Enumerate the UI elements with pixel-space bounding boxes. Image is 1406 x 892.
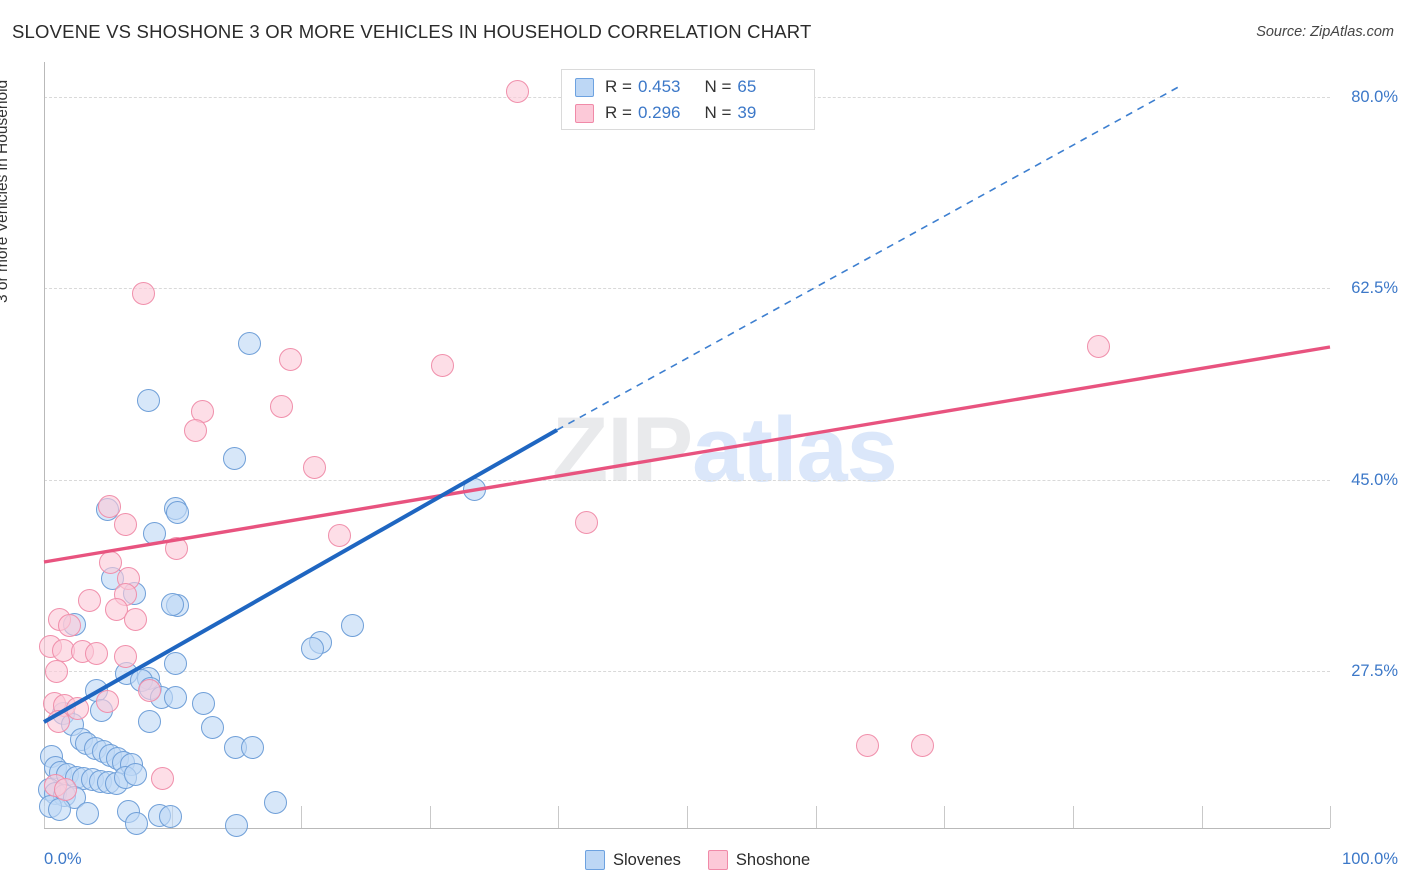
x-axis-min-label: 0.0% bbox=[44, 850, 82, 868]
data-point-shoshone bbox=[113, 644, 137, 668]
data-point-shoshone bbox=[575, 511, 599, 535]
data-point-slovenes bbox=[463, 477, 487, 501]
x-tick bbox=[1073, 806, 1074, 828]
y-tick-label-45: 45.0% bbox=[1351, 471, 1398, 489]
data-point-slovenes bbox=[76, 801, 100, 825]
data-point-shoshone bbox=[65, 696, 89, 720]
x-axis-line bbox=[44, 828, 1330, 829]
r-value-pink: 0.296 bbox=[637, 103, 681, 122]
data-point-shoshone bbox=[270, 395, 294, 419]
n-value-blue: 65 bbox=[737, 77, 757, 96]
data-point-slovenes bbox=[163, 652, 187, 676]
x-axis-max-label: 100.0% bbox=[1342, 850, 1398, 868]
data-point-slovenes bbox=[238, 332, 262, 356]
legend-swatch-blue-icon bbox=[575, 77, 594, 97]
source-attribution: Source: ZipAtlas.com bbox=[1256, 24, 1394, 40]
y-tick-label-62_5: 62.5% bbox=[1351, 279, 1398, 297]
data-point-slovenes bbox=[125, 811, 149, 835]
data-point-slovenes bbox=[301, 637, 325, 661]
data-point-slovenes bbox=[263, 790, 287, 814]
data-point-slovenes bbox=[166, 501, 190, 525]
data-point-shoshone bbox=[184, 418, 208, 442]
x-tick bbox=[816, 806, 817, 828]
data-point-slovenes bbox=[137, 710, 161, 734]
slovenes-swatch-icon bbox=[585, 850, 605, 870]
legend-label-slovenes: Slovenes bbox=[613, 850, 681, 869]
data-point-shoshone bbox=[431, 354, 455, 378]
n-label-pink: N = bbox=[704, 103, 732, 122]
data-point-shoshone bbox=[1087, 334, 1111, 358]
data-point-shoshone bbox=[150, 767, 174, 791]
data-point-slovenes bbox=[123, 763, 147, 787]
legend-label-shoshone: Shoshone bbox=[735, 850, 811, 869]
x-tick bbox=[558, 806, 559, 828]
r-value-blue: 0.453 bbox=[637, 77, 681, 96]
n-label-blue: N = bbox=[704, 77, 732, 96]
data-point-shoshone bbox=[58, 613, 82, 637]
shoshone-swatch-icon bbox=[707, 850, 728, 870]
legend-item-shoshone[interactable]: Shoshone bbox=[707, 850, 811, 870]
series-legend: Slovenes Shoshone bbox=[585, 850, 828, 870]
data-point-slovenes bbox=[143, 522, 167, 546]
legend-swatch-pink-icon bbox=[575, 103, 594, 123]
data-point-slovenes bbox=[136, 389, 160, 413]
x-tick bbox=[430, 806, 431, 828]
stats-legend-row-shoshone: R = 0.296 N = 39 bbox=[575, 100, 756, 126]
data-point-shoshone bbox=[77, 589, 101, 613]
x-tick bbox=[301, 806, 302, 828]
data-point-shoshone bbox=[54, 778, 78, 802]
r-label-blue: R = bbox=[605, 77, 632, 96]
gridline-27_5 bbox=[44, 671, 1330, 672]
stats-legend-row-slovenes: R = 0.453 N = 65 bbox=[575, 74, 756, 100]
data-point-shoshone bbox=[855, 733, 879, 757]
data-point-shoshone bbox=[95, 690, 119, 714]
data-point-shoshone bbox=[85, 642, 109, 666]
data-point-slovenes bbox=[47, 797, 71, 821]
data-point-slovenes bbox=[225, 814, 249, 838]
x-tick bbox=[944, 806, 945, 828]
n-value-pink: 39 bbox=[737, 103, 757, 122]
x-tick bbox=[1202, 806, 1203, 828]
data-point-slovenes bbox=[200, 716, 224, 740]
data-point-shoshone bbox=[46, 710, 70, 734]
y-tick-label-80: 80.0% bbox=[1351, 88, 1398, 106]
data-point-shoshone bbox=[505, 80, 529, 104]
y-tick-label-27_5: 27.5% bbox=[1351, 662, 1398, 680]
data-point-slovenes bbox=[222, 447, 246, 471]
data-point-slovenes bbox=[240, 736, 264, 760]
data-point-slovenes bbox=[161, 592, 185, 616]
data-point-shoshone bbox=[131, 281, 155, 305]
data-point-shoshone bbox=[279, 348, 303, 372]
data-point-shoshone bbox=[113, 512, 137, 536]
stats-legend: R = 0.453 N = 65 R = 0.296 N = 39 bbox=[561, 69, 815, 130]
data-point-shoshone bbox=[302, 455, 326, 479]
x-tick bbox=[44, 806, 45, 828]
data-point-shoshone bbox=[328, 523, 352, 547]
data-point-shoshone bbox=[164, 537, 188, 561]
data-point-shoshone bbox=[910, 733, 934, 757]
page-title: SLOVENE VS SHOSHONE 3 OR MORE VEHICLES I… bbox=[12, 21, 812, 42]
data-point-slovenes bbox=[163, 685, 187, 709]
data-point-slovenes bbox=[158, 805, 182, 829]
r-label-pink: R = bbox=[605, 103, 632, 122]
data-point-slovenes bbox=[191, 691, 215, 715]
data-point-shoshone bbox=[45, 659, 69, 683]
x-tick bbox=[687, 806, 688, 828]
data-point-shoshone bbox=[123, 607, 147, 631]
x-tick bbox=[1330, 806, 1331, 828]
legend-item-slovenes[interactable]: Slovenes bbox=[585, 850, 681, 870]
data-point-slovenes bbox=[341, 613, 365, 637]
